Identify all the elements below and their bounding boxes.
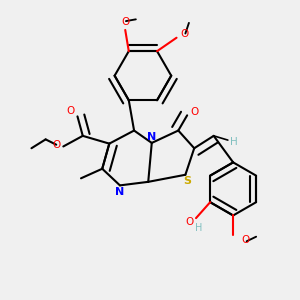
Text: O: O (190, 107, 198, 117)
Text: N: N (147, 132, 156, 142)
Text: S: S (183, 176, 191, 186)
Text: H: H (230, 137, 238, 147)
Text: O: O (121, 17, 129, 27)
Text: N: N (115, 187, 124, 197)
Text: O: O (242, 235, 250, 244)
Text: O: O (52, 140, 60, 150)
Text: O: O (185, 217, 194, 227)
Text: O: O (66, 106, 74, 116)
Text: H: H (195, 223, 202, 233)
Text: O: O (180, 29, 188, 39)
